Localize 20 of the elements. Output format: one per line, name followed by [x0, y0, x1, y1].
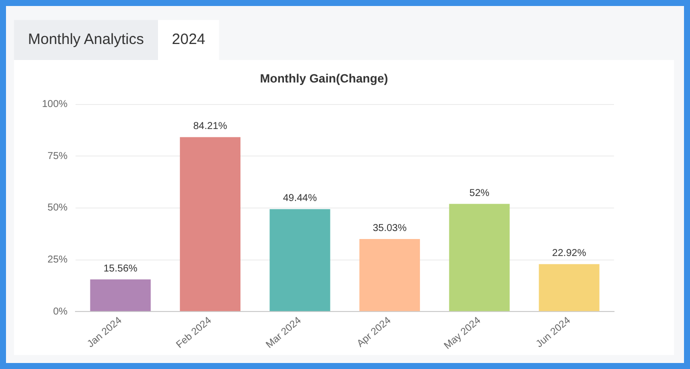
- bar: [180, 137, 240, 312]
- y-tick-label: 0%: [53, 306, 68, 318]
- text: 2024: [158, 20, 220, 60]
- data-label: 35.03%: [372, 223, 407, 234]
- data-label: 49.44%: [282, 193, 317, 204]
- text: Monthly Analytics: [14, 20, 158, 60]
- bar: [538, 264, 600, 312]
- chart-title: Monthly Gain(Change): [260, 72, 388, 86]
- bar: [359, 239, 420, 312]
- bar: [449, 204, 510, 312]
- bar: [90, 279, 151, 312]
- y-tick-label: 75%: [48, 150, 68, 162]
- data-label: 15.56%: [103, 263, 138, 274]
- y-tick-label: 25%: [48, 254, 68, 266]
- y-tick-label: 100%: [42, 99, 68, 110]
- y-tick-label: 50%: [48, 202, 68, 214]
- data-label: 84.21%: [193, 121, 228, 132]
- bar: [270, 209, 330, 312]
- data-label: 22.92%: [552, 248, 586, 260]
- data-label: 52%: [469, 188, 490, 199]
